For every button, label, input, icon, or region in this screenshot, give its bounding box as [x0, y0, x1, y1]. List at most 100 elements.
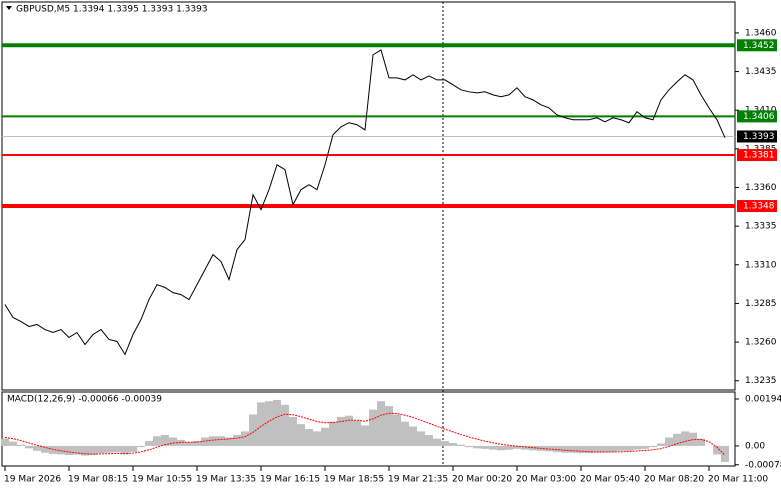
macd-bar: [337, 416, 345, 446]
macd-bar: [489, 445, 497, 450]
x-tick-label: 19 Mar 21:35: [388, 475, 448, 485]
price-panel: [1, 1, 736, 391]
macd-bar: [89, 445, 97, 455]
macd-bar: [225, 437, 233, 446]
macd-panel: [1, 391, 736, 467]
macd-bar: [561, 445, 569, 453]
price-label: 1.3381: [743, 151, 775, 161]
x-tick-label: 20 Mar 05:40: [580, 475, 640, 485]
y-tick-label: 1.3460: [745, 28, 777, 38]
macd-bar: [449, 443, 457, 446]
macd-bar: [25, 445, 33, 449]
macd-bar: [425, 435, 433, 446]
macd-bar: [529, 445, 537, 451]
macd-bar: [153, 436, 161, 446]
price-label-box: [737, 130, 777, 143]
macd-bar: [665, 437, 673, 446]
macd-bar: [201, 437, 209, 446]
price-line: [4, 49, 726, 356]
macd-bar: [577, 445, 585, 454]
macd-bar: [417, 431, 425, 446]
macd-bar: [137, 445, 145, 448]
macd-bar: [161, 435, 169, 446]
macd-bar: [617, 445, 625, 451]
x-tick-label: 19 Mar 18:55: [324, 475, 384, 485]
macd-bar: [9, 441, 17, 446]
macd-bar: [265, 401, 273, 446]
macd-bar: [129, 445, 137, 452]
macd-bar: [633, 445, 641, 450]
macd-bar: [121, 445, 129, 455]
x-tick-label: 20 Mar 00:20: [452, 475, 512, 485]
macd-bar: [601, 445, 609, 453]
macd-bar: [625, 445, 633, 451]
macd-bar: [177, 439, 185, 446]
y-tick-label: 1.3360: [745, 183, 777, 193]
macd-bar: [233, 435, 241, 446]
macd-bar: [593, 445, 601, 453]
macd-bar: [641, 445, 649, 449]
macd-bar: [57, 445, 65, 455]
price-label-box: [737, 149, 777, 162]
macd-bar: [681, 431, 689, 446]
title-arrow: [6, 6, 12, 10]
macd-bar: [441, 441, 449, 446]
macd-bar: [313, 431, 321, 446]
macd-bar: [521, 445, 529, 450]
macd-bar: [401, 421, 409, 446]
macd-bar: [145, 441, 153, 446]
macd-bar: [49, 445, 57, 454]
macd-bar: [185, 442, 193, 446]
y-tick-label: 1.3435: [745, 67, 777, 77]
y-tick-label: 0.00194: [745, 395, 781, 405]
macd-bar: [17, 444, 25, 446]
macd-bar: [273, 399, 281, 446]
price-label: 1.3452: [743, 41, 775, 51]
macd-bar: [409, 426, 417, 446]
macd-bar: [217, 436, 225, 446]
x-tick-label: 19 Mar 13:35: [196, 475, 256, 485]
macd-bar: [657, 443, 665, 446]
y-tick-label: 1.3260: [745, 338, 777, 348]
macd-bar: [465, 445, 473, 448]
macd-bar: [41, 445, 49, 453]
macd-bar: [241, 431, 249, 446]
macd-bar: [353, 420, 361, 446]
x-tick-label: 19 Mar 10:55: [132, 475, 192, 485]
macd-bar: [1, 438, 9, 446]
macd-bar: [713, 445, 721, 455]
price-label: 1.3406: [743, 112, 775, 122]
macd-bar: [369, 409, 377, 446]
macd-bar: [297, 424, 305, 446]
macd-bar: [97, 445, 105, 454]
x-tick-label: 20 Mar 03:00: [516, 475, 576, 485]
macd-bar: [553, 445, 561, 452]
macd-bar: [281, 404, 289, 446]
macd-bar: [569, 445, 577, 453]
macd-bar: [65, 445, 73, 456]
price-label: 1.3348: [743, 202, 775, 212]
macd-bar: [361, 425, 369, 446]
y-tick-label: 0.00: [745, 441, 765, 451]
x-tick-label: 20 Mar 11:00: [708, 475, 768, 485]
macd-bar: [73, 445, 81, 455]
macd-bar: [433, 438, 441, 446]
x-tick-label: 20 Mar 08:20: [644, 475, 704, 485]
signal-line: [4, 412, 726, 456]
macd-bar: [393, 414, 401, 446]
macd-bar: [513, 445, 521, 449]
macd-bar: [721, 445, 729, 462]
macd-bar: [193, 441, 201, 446]
macd-bar: [473, 445, 481, 449]
y-tick-label: 1.3310: [745, 260, 777, 270]
macd-bar: [105, 445, 113, 453]
macd-bar: [329, 421, 337, 446]
y-tick-label: 1.3285: [745, 299, 777, 309]
macd-bar: [289, 416, 297, 446]
macd-bar: [321, 427, 329, 446]
macd-bar: [585, 445, 593, 454]
macd-bar: [497, 445, 505, 451]
macd-bar: [209, 436, 217, 446]
y-tick-label: 1.3335: [745, 222, 777, 232]
